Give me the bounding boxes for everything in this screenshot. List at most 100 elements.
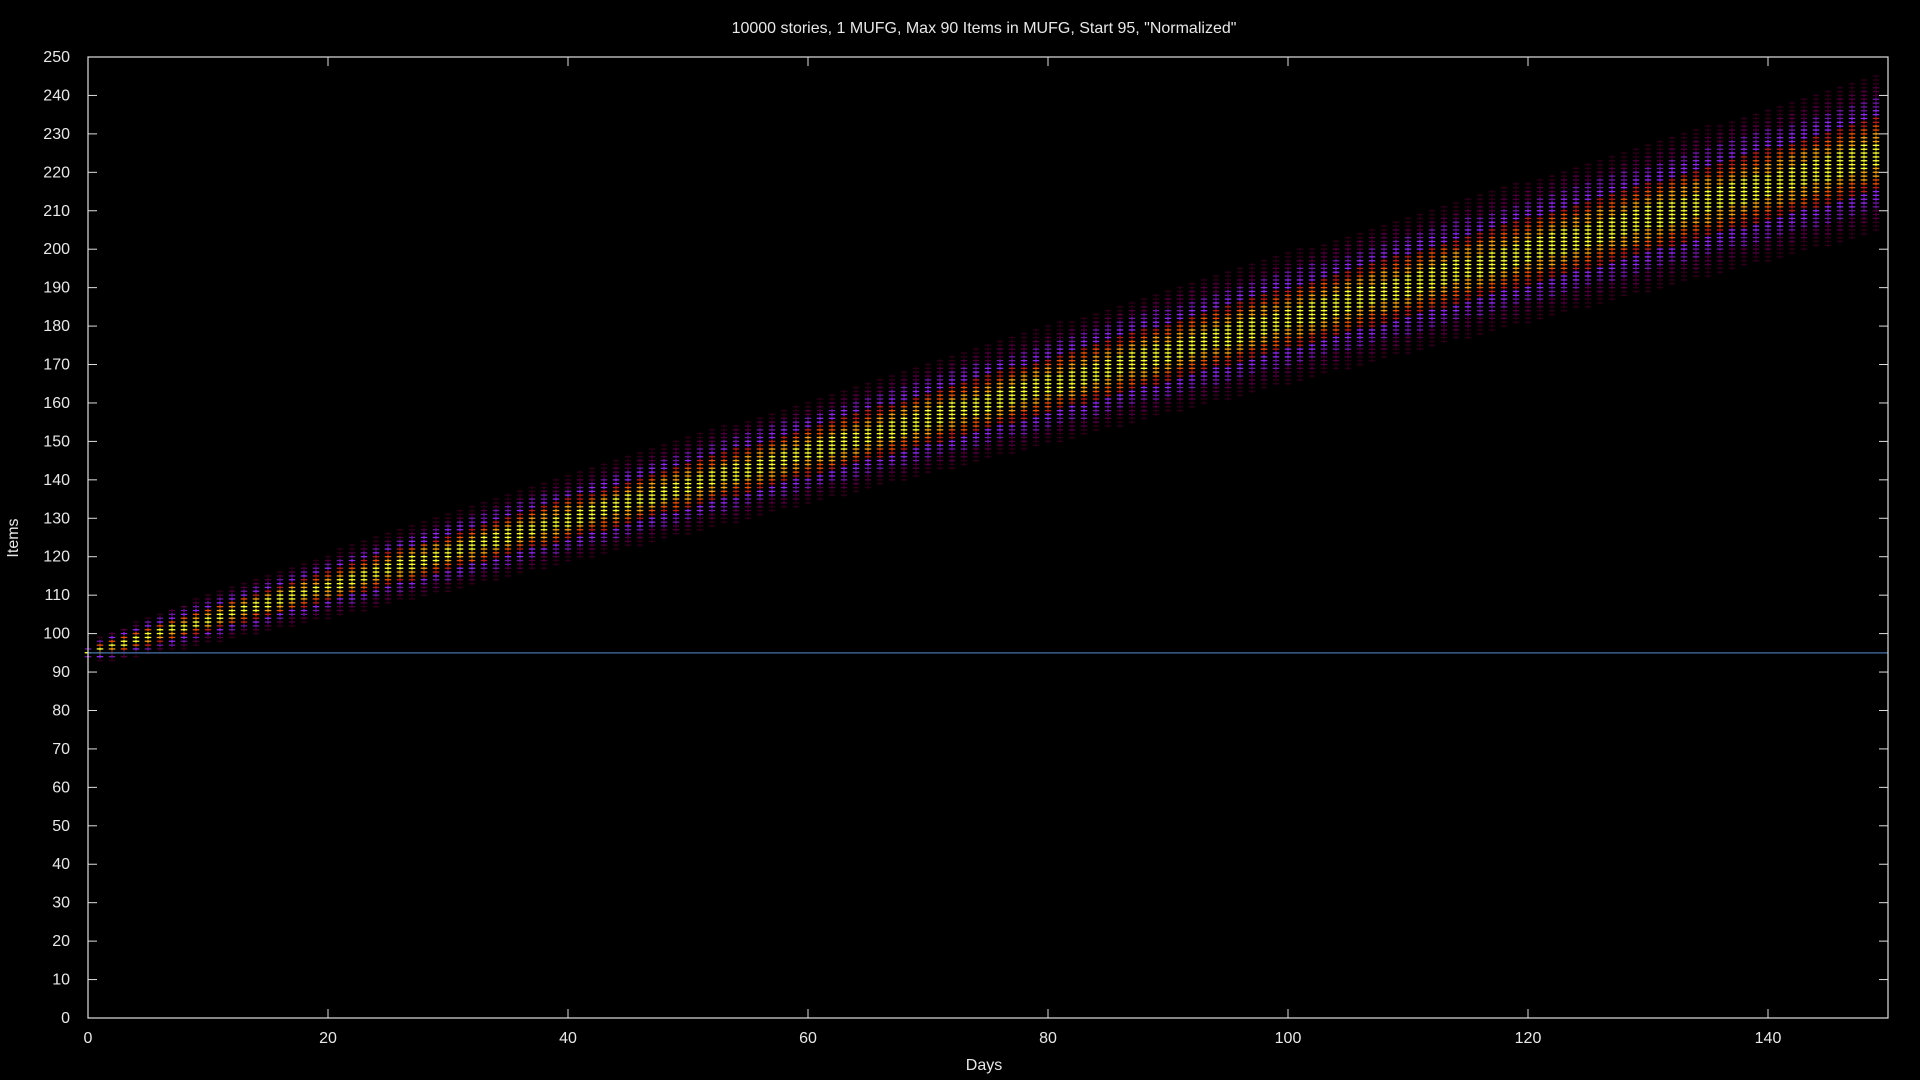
heatmap-cell-marker xyxy=(447,543,449,547)
heatmap-cell-marker xyxy=(1047,351,1049,355)
heatmap-cell-marker xyxy=(699,451,701,455)
heatmap-cell-marker xyxy=(903,478,905,482)
heatmap-cell-marker xyxy=(879,412,881,417)
heatmap-cell-marker xyxy=(195,597,197,601)
heatmap-cell-marker xyxy=(879,459,881,463)
heatmap-cell-marker xyxy=(111,658,113,663)
heatmap-cell-marker xyxy=(1311,301,1313,305)
heatmap-cell-marker xyxy=(1251,336,1253,340)
heatmap-cell-marker xyxy=(915,474,917,478)
heatmap-cell-marker xyxy=(939,397,941,401)
heatmap-cell-marker xyxy=(579,551,581,555)
heatmap-cell-marker xyxy=(759,443,761,447)
heatmap-cell-marker xyxy=(315,597,317,601)
heatmap-cell-marker xyxy=(411,582,413,586)
heatmap-cell-marker xyxy=(207,628,209,632)
heatmap-cell-marker xyxy=(855,420,857,424)
heatmap-cell-marker xyxy=(1323,328,1325,332)
heatmap-cell-marker xyxy=(1155,336,1157,340)
heatmap-cell-marker xyxy=(1119,305,1121,309)
y-axis-label: Items xyxy=(5,518,22,557)
heatmap-cell-marker xyxy=(1143,339,1145,343)
heatmap-cell-marker xyxy=(819,485,821,490)
heatmap-cell-marker xyxy=(591,524,593,528)
heatmap-cell-marker xyxy=(339,589,341,593)
heatmap-cell-marker xyxy=(1059,382,1061,386)
heatmap-cell-marker xyxy=(1059,343,1061,347)
heatmap-cell-marker xyxy=(735,432,737,436)
heatmap-cell-marker xyxy=(807,455,809,459)
heatmap-cell-marker xyxy=(1251,347,1253,351)
heatmap-cell-marker xyxy=(807,466,809,470)
heatmap-cell-marker xyxy=(519,489,521,493)
heatmap-cell-marker xyxy=(399,589,401,593)
heatmap-cell-marker xyxy=(1239,309,1241,313)
heatmap-cell-marker xyxy=(363,570,365,574)
heatmap-cell-marker xyxy=(867,485,869,490)
heatmap-cell-marker xyxy=(675,459,677,463)
heatmap-cell-marker xyxy=(1071,320,1073,324)
heatmap-cell-marker xyxy=(507,543,509,547)
heatmap-cell-marker xyxy=(507,570,509,574)
heatmap-cell-marker xyxy=(795,420,797,424)
heatmap-cell-marker xyxy=(1119,320,1121,324)
heatmap-cell-marker xyxy=(651,532,653,536)
heatmap-cell-marker xyxy=(1263,351,1265,355)
heatmap-cell-marker xyxy=(1083,328,1085,332)
heatmap-cell-marker xyxy=(879,382,881,386)
heatmap-cell-marker xyxy=(1059,332,1061,336)
heatmap-cell-marker xyxy=(675,497,677,501)
heatmap-cell-marker xyxy=(1179,293,1181,297)
heatmap-cell-marker xyxy=(1023,374,1025,378)
heatmap-cell-marker xyxy=(855,451,857,455)
heatmap-cell-marker xyxy=(159,616,161,620)
heatmap-cell-marker xyxy=(411,589,413,593)
heatmap-cell-marker xyxy=(387,532,389,536)
heatmap-cell-marker xyxy=(1143,370,1145,374)
heatmap-cell-marker xyxy=(423,558,425,563)
heatmap-cell-marker xyxy=(915,405,917,409)
heatmap-cell-marker xyxy=(1299,255,1301,259)
heatmap-cell-marker xyxy=(1059,366,1061,370)
heatmap-cell-marker xyxy=(591,470,593,474)
heatmap-cell-marker xyxy=(1011,405,1013,409)
heatmap-cell-marker xyxy=(1107,312,1109,317)
heatmap-cell-marker xyxy=(1155,328,1157,332)
heatmap-cell-marker xyxy=(255,616,257,620)
heatmap-cell-marker xyxy=(891,393,893,397)
heatmap-cell-marker xyxy=(1011,378,1013,382)
heatmap-cell-marker xyxy=(747,489,749,493)
heatmap-cell-marker xyxy=(375,582,377,586)
heatmap-cell-marker xyxy=(315,558,317,563)
heatmap-cell-marker xyxy=(915,416,917,420)
heatmap-cell-marker xyxy=(1167,393,1169,397)
heatmap-cell-marker xyxy=(507,532,509,536)
heatmap-cell-marker xyxy=(1167,374,1169,378)
heatmap-cell-marker xyxy=(1251,351,1253,355)
heatmap-cell-marker xyxy=(1251,382,1253,386)
heatmap-cell-marker xyxy=(279,605,281,609)
heatmap-cell-marker xyxy=(1023,401,1025,405)
heatmap-cell-marker xyxy=(207,601,209,605)
heatmap-cell-marker xyxy=(1047,405,1049,409)
heatmap-cell-marker xyxy=(891,389,893,393)
heatmap-cell-marker xyxy=(807,462,809,466)
heatmap-cell-marker xyxy=(903,382,905,386)
heatmap-cell-marker xyxy=(1035,439,1037,443)
heatmap-cell-marker xyxy=(663,493,665,497)
heatmap-cell-marker xyxy=(1179,309,1181,313)
heatmap-cell-marker xyxy=(243,620,245,624)
heatmap-cell-marker xyxy=(1275,255,1277,259)
heatmap-cell-marker xyxy=(291,574,293,578)
heatmap-cell-marker xyxy=(1083,374,1085,378)
heatmap-cell-marker xyxy=(711,509,713,513)
heatmap-cell-marker xyxy=(99,647,101,651)
heatmap-cell-marker xyxy=(519,501,521,505)
heatmap-cell-marker xyxy=(1275,305,1277,309)
heatmap-cell-marker xyxy=(303,585,305,590)
heatmap-cell-marker xyxy=(135,632,137,636)
heatmap-cell-marker xyxy=(387,566,389,570)
heatmap-cell-marker xyxy=(519,516,521,520)
heatmap-cell-marker xyxy=(987,359,989,363)
heatmap-cell-marker xyxy=(723,459,725,463)
